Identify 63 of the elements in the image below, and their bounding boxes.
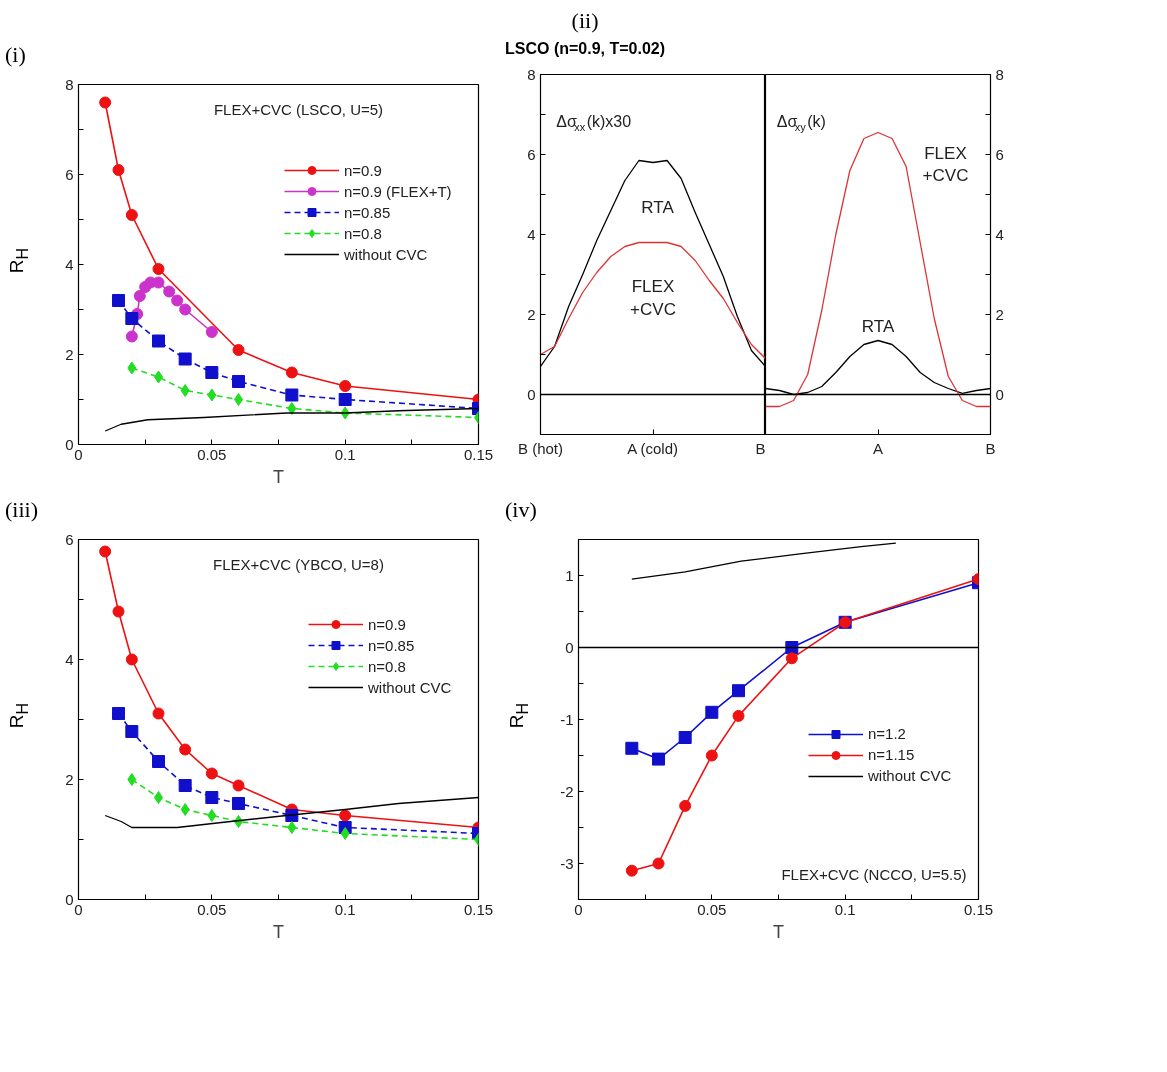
chart-title: (iii) <box>5 496 38 524</box>
annotation: RTA <box>641 198 675 218</box>
y-tick-label: 1 <box>565 566 574 584</box>
y-tick-label: -1 <box>560 710 574 728</box>
x-tick-label: B <box>985 439 996 457</box>
annotation: FLEX+CVC (YBCO, U=8) <box>213 556 384 574</box>
legend-label: n=0.9 <box>344 161 382 179</box>
legend-label: n=0.8 <box>368 657 406 675</box>
x-tick-label: 0.05 <box>197 445 227 463</box>
legend-label: without CVC <box>344 245 428 263</box>
x-tick-label: 0.15 <box>963 900 994 918</box>
y-tick-label: 0 <box>527 385 536 403</box>
legend-label: without CVC <box>368 678 452 696</box>
chart-subtitle: LSCO (n=0.9, T=0.02) <box>505 39 666 60</box>
x-tick-label: B <box>755 439 766 457</box>
chart-title: (ii) <box>570 7 600 35</box>
x-axis-title: T <box>273 921 284 942</box>
legend-label: n=0.85 <box>368 636 415 654</box>
y-tick-label: 6 <box>65 165 74 183</box>
y-tick-label: -2 <box>560 782 574 800</box>
y-tick-label: 8 <box>65 75 74 93</box>
y-tick-label: -3 <box>560 854 574 872</box>
y-tick-label: 0 <box>995 385 1004 403</box>
y-tick-label: 2 <box>65 770 74 788</box>
y-tick-label: 2 <box>995 305 1004 323</box>
y-tick-label: 4 <box>65 650 74 668</box>
x-tick-label: 0.05 <box>197 900 227 918</box>
x-tick-label: 0.1 <box>834 900 856 918</box>
x-tick-label: 0.15 <box>463 900 494 918</box>
y-tick-label: 4 <box>527 225 536 243</box>
x-tick-label: A <box>873 439 884 457</box>
y-tick-label: 2 <box>65 345 74 363</box>
legend-label: n=0.9 <box>368 615 406 633</box>
chart-title: (iv) <box>505 496 537 524</box>
annotation: RTA <box>861 317 895 336</box>
annotation: FLEX +CVC <box>922 143 969 186</box>
x-tick-label: A (cold) <box>627 439 679 457</box>
y-tick-label: 8 <box>995 65 1004 83</box>
x-tick-label: 0.05 <box>697 900 727 918</box>
y-tick-label: 6 <box>527 145 536 163</box>
legend-label: without CVC <box>868 767 952 785</box>
legend-label: n=0.9 (FLEX+T) <box>344 182 452 200</box>
y-tick-label: 8 <box>527 65 536 83</box>
x-tick-label: 0.1 <box>334 900 356 918</box>
x-tick-label: 0.15 <box>463 445 494 463</box>
y-tick-label: 4 <box>995 225 1004 243</box>
x-tick-label: B (hot) <box>517 439 564 457</box>
annotation: FLEX+CVC (NCCO, U=5.5) <box>781 865 967 883</box>
annotation: FLEX+CVC (LSCO, U=5) <box>213 101 384 119</box>
legend-label: n=0.85 <box>344 203 391 221</box>
y-tick-label: 6 <box>65 530 74 548</box>
x-axis-title: T <box>273 466 284 487</box>
legend-label: n=1.15 <box>868 746 915 764</box>
y-tick-label: 6 <box>995 145 1004 163</box>
chart-title: (i) <box>5 41 26 69</box>
annotation: FLEX +CVC <box>630 276 676 319</box>
x-axis-title: T <box>773 921 784 942</box>
y-tick-label: 4 <box>65 255 74 273</box>
legend-label: n=1.2 <box>868 725 906 743</box>
x-tick-label: 0.1 <box>334 445 356 463</box>
y-tick-label: 0 <box>565 638 574 656</box>
y-tick-label: 2 <box>527 305 536 323</box>
legend-label: n=0.8 <box>344 224 382 242</box>
